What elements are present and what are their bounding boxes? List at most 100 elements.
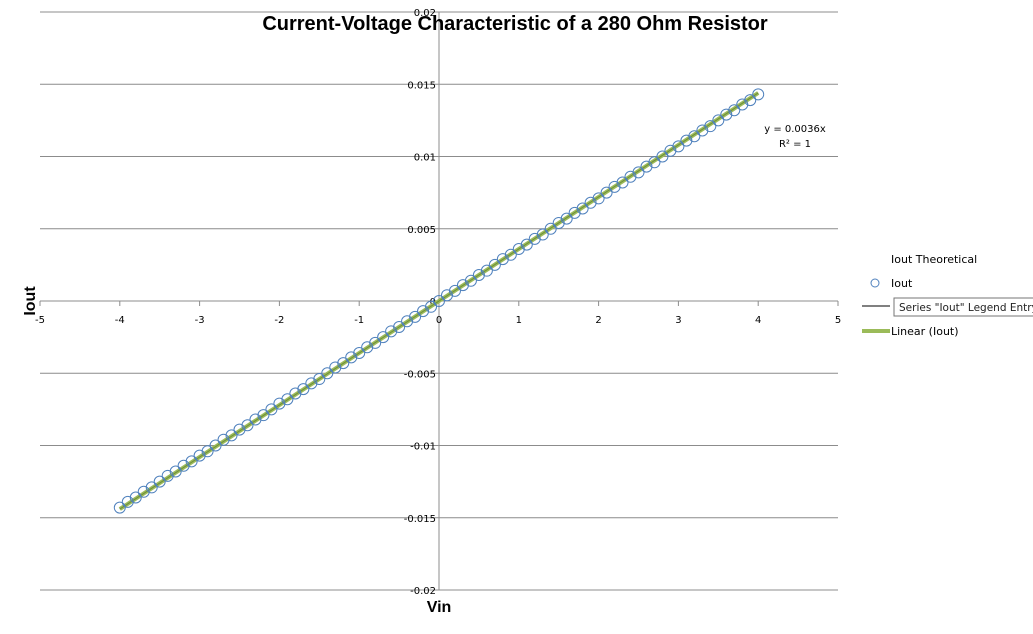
x-tick-label: 5 [835, 315, 841, 326]
data-point[interactable] [241, 419, 254, 432]
data-point[interactable] [672, 140, 685, 153]
data-point[interactable] [337, 357, 350, 370]
data-point[interactable] [528, 232, 541, 245]
data-point[interactable] [752, 88, 765, 101]
data-point[interactable] [448, 284, 461, 297]
data-point[interactable] [624, 170, 637, 183]
data-point[interactable] [401, 315, 414, 328]
data-point[interactable] [273, 397, 286, 410]
data-point[interactable] [464, 274, 477, 287]
data-point[interactable] [568, 206, 581, 219]
x-tick-label: 1 [516, 315, 522, 326]
data-point[interactable] [456, 279, 469, 292]
legend[interactable]: Iout Theoretical Iout Linear (Iout) [862, 253, 977, 338]
data-point[interactable] [433, 295, 445, 307]
x-tick-label: -3 [195, 315, 205, 326]
data-point[interactable] [728, 104, 741, 117]
legend-item-iout[interactable]: Iout [870, 277, 913, 290]
data-point[interactable] [305, 377, 318, 390]
data-point[interactable] [576, 202, 589, 215]
data-point[interactable] [113, 501, 126, 514]
data-point[interactable] [616, 176, 629, 189]
data-point[interactable] [440, 289, 453, 302]
data-point[interactable] [345, 351, 358, 364]
data-point[interactable] [129, 491, 142, 504]
data-point[interactable] [361, 341, 374, 354]
data-point[interactable] [289, 387, 302, 400]
data-point[interactable] [584, 196, 597, 209]
data-point[interactable] [552, 216, 565, 229]
data-point[interactable] [640, 160, 653, 173]
data-point[interactable] [169, 465, 182, 478]
data-point[interactable] [736, 98, 749, 111]
data-point[interactable] [608, 180, 621, 193]
data-point[interactable] [488, 258, 501, 271]
data-point[interactable] [177, 459, 190, 472]
data-point[interactable] [281, 393, 294, 406]
data-point[interactable] [704, 120, 717, 133]
data-point[interactable] [329, 361, 342, 374]
data-point[interactable] [560, 212, 573, 225]
data-point[interactable] [496, 253, 509, 266]
y-tick-label: 0.02 [414, 8, 436, 19]
trendline-label[interactable]: y = 0.0036x R² = 1 [764, 124, 826, 150]
data-point[interactable] [680, 134, 693, 147]
data-point[interactable] [249, 413, 262, 426]
data-point[interactable] [688, 130, 701, 143]
legend-item-linear-iout[interactable]: Linear (Iout) [862, 325, 959, 338]
y-tick-label: -0.02 [410, 586, 436, 597]
data-point[interactable] [153, 475, 166, 488]
data-point[interactable] [233, 423, 246, 436]
data-point[interactable] [201, 445, 214, 458]
data-point[interactable] [504, 248, 517, 261]
data-point[interactable] [385, 325, 398, 338]
data-point[interactable] [425, 300, 438, 313]
data-point[interactable] [161, 469, 174, 482]
data-point[interactable] [209, 439, 222, 452]
data-point[interactable] [217, 433, 230, 446]
data-point[interactable] [137, 485, 150, 498]
data-point[interactable] [393, 321, 406, 334]
y-tick-label: 0 [430, 297, 436, 308]
data-point[interactable] [257, 409, 270, 422]
data-point[interactable] [409, 310, 422, 323]
data-point[interactable] [353, 347, 366, 360]
trendline[interactable] [118, 91, 760, 511]
x-tick-label: -2 [274, 315, 284, 326]
data-point[interactable] [313, 373, 326, 386]
data-point[interactable] [656, 150, 669, 163]
data-point[interactable] [297, 383, 310, 396]
data-point[interactable] [369, 336, 382, 349]
data-point[interactable] [696, 124, 709, 137]
y-tick-label: 0.005 [407, 225, 436, 236]
data-point[interactable] [720, 108, 733, 121]
data-point[interactable] [480, 264, 493, 277]
x-tick-label: 2 [595, 315, 601, 326]
data-point[interactable] [536, 228, 549, 241]
chart-title: Current-Voltage Characteristic of a 280 … [262, 13, 768, 35]
data-point[interactable] [520, 238, 533, 251]
legend-item-iout-theoretical[interactable]: Iout Theoretical [891, 253, 977, 266]
data-point[interactable] [417, 305, 430, 318]
data-point[interactable] [712, 114, 725, 127]
data-point[interactable] [632, 166, 645, 179]
data-point[interactable] [145, 481, 158, 494]
data-point[interactable] [121, 495, 134, 508]
data-point[interactable] [744, 94, 757, 107]
series-iout-points[interactable] [113, 88, 765, 514]
data-point[interactable] [472, 268, 485, 281]
data-point[interactable] [193, 449, 206, 462]
data-point[interactable] [265, 403, 278, 416]
data-point[interactable] [512, 242, 525, 255]
data-point[interactable] [377, 331, 390, 344]
data-point[interactable] [321, 367, 334, 380]
y-tick-label: -0.015 [404, 514, 436, 525]
data-point[interactable] [592, 192, 605, 205]
data-point[interactable] [664, 144, 677, 157]
data-point[interactable] [544, 222, 557, 235]
data-point[interactable] [225, 429, 238, 442]
data-point[interactable] [600, 186, 613, 199]
data-point[interactable] [648, 156, 661, 169]
data-point[interactable] [185, 455, 198, 468]
